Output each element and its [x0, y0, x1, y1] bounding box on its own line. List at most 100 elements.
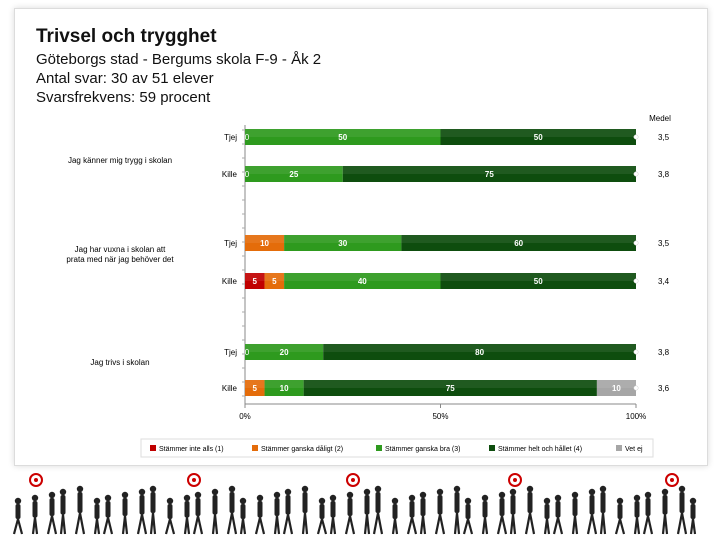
zero-label: 0	[245, 133, 250, 142]
person-silhouette-body	[690, 504, 696, 519]
person-silhouette-body	[465, 504, 471, 519]
person-silhouette-leg	[123, 515, 129, 535]
response-count: Antal svar: 30 av 51 elever	[36, 70, 214, 87]
person-silhouette-body	[212, 495, 218, 515]
bar-gloss	[245, 344, 324, 352]
legend-label: Stämmer inte alls (1)	[159, 446, 224, 453]
bar-segment	[284, 235, 402, 251]
legend-swatch	[376, 445, 382, 451]
bar-value-label: 80	[475, 348, 484, 357]
bar-gloss	[284, 235, 402, 243]
person-silhouette-head	[104, 494, 112, 502]
person-silhouette-head	[526, 485, 534, 493]
bar-segment	[245, 129, 441, 145]
person-silhouette-head	[301, 485, 309, 493]
bar-end-marker	[633, 278, 639, 284]
person-silhouette-head	[661, 488, 669, 496]
legend-swatch	[150, 445, 156, 451]
person-silhouette-leg	[196, 515, 204, 535]
bar-end-marker	[633, 240, 639, 246]
person-silhouette-body	[392, 504, 398, 519]
person-silhouette-body	[77, 492, 83, 513]
person-silhouette-head	[644, 491, 652, 499]
person-silhouette-head	[498, 491, 506, 499]
person-silhouette-head	[239, 497, 247, 505]
person-silhouette-head	[346, 491, 354, 499]
person-silhouette-body	[257, 501, 263, 518]
person-silhouette-leg	[545, 518, 551, 535]
person-silhouette-leg	[12, 518, 20, 535]
person-silhouette-head	[194, 491, 202, 499]
bar-value-label: 20	[280, 348, 289, 357]
question-label: Jag känner mig trygg i skolan	[68, 156, 172, 165]
person-silhouette-body	[330, 501, 336, 518]
legend-swatch	[616, 445, 622, 451]
person-silhouette-leg	[185, 517, 191, 535]
person-silhouette-head	[436, 488, 444, 496]
person-silhouette-body	[285, 495, 291, 515]
group-label: Kille	[222, 277, 238, 286]
person-silhouette-leg	[511, 514, 517, 535]
bar-gloss	[323, 344, 636, 352]
bar-value-label: 50	[534, 277, 543, 286]
person-silhouette-leg	[528, 512, 536, 535]
person-silhouette-leg	[258, 517, 266, 535]
bar-gloss	[245, 235, 285, 243]
question-label: Jag trivs i skolan	[90, 358, 149, 367]
person-silhouette-leg	[136, 514, 144, 535]
person-silhouette-head	[183, 494, 191, 502]
person-silhouette-head	[59, 488, 67, 496]
person-silhouette-body	[510, 495, 516, 515]
bar-segment	[245, 273, 265, 289]
bar-gloss	[245, 273, 265, 281]
bar-segment	[401, 235, 636, 251]
person-silhouette-body	[600, 492, 606, 513]
footer-silhouettes	[12, 473, 697, 535]
person-silhouette-head	[211, 488, 219, 496]
group-label: Kille	[222, 384, 238, 393]
person-silhouette-leg	[421, 515, 427, 535]
person-silhouette-body	[49, 498, 55, 516]
person-silhouette-head	[48, 491, 56, 499]
person-silhouette-head	[599, 485, 607, 493]
person-silhouette-leg	[483, 517, 489, 535]
person-silhouette-leg	[33, 517, 39, 535]
person-silhouette-leg	[663, 514, 669, 535]
person-silhouette-body	[167, 504, 173, 519]
bar-gloss	[245, 166, 343, 174]
bar-value-label: 5	[272, 277, 277, 286]
person-silhouette-leg	[410, 517, 418, 535]
person-silhouette-body	[150, 492, 156, 513]
person-silhouette-head	[318, 497, 326, 505]
person-silhouette-leg	[286, 514, 294, 535]
person-silhouette-leg	[226, 512, 234, 535]
bar-segment	[596, 380, 636, 396]
person-silhouette-leg	[376, 512, 384, 535]
question-label: Jag har vuxna i skolan att prata med när …	[66, 245, 174, 264]
person-silhouette-leg	[230, 512, 238, 535]
person-silhouette-leg	[320, 518, 328, 535]
person-silhouette-head	[453, 485, 461, 493]
bar-end-marker	[633, 385, 639, 391]
bar-gloss	[245, 129, 441, 137]
bar-gloss	[342, 166, 636, 174]
person-silhouette-leg	[590, 514, 598, 535]
person-silhouette-leg	[348, 515, 356, 535]
person-silhouette-leg	[556, 517, 564, 535]
person-silhouette-body	[589, 495, 595, 515]
x-tick-label: 100%	[626, 412, 646, 421]
person-silhouette-head	[121, 491, 129, 499]
person-silhouette-body	[662, 495, 668, 515]
person-silhouette-leg	[586, 514, 594, 535]
bar-gloss	[303, 380, 597, 388]
bar-value-label: 75	[446, 384, 455, 393]
person-silhouette-leg	[691, 518, 697, 535]
bar-segment	[245, 166, 343, 182]
person-silhouette-body	[184, 501, 190, 518]
person-silhouette-leg	[635, 517, 641, 535]
legend-label: Stämmer ganska dåligt (2)	[261, 445, 343, 453]
person-silhouette-leg	[372, 512, 380, 535]
bar-value-label: 10	[260, 239, 269, 248]
medel-value: 3,8	[658, 170, 670, 179]
bar-segment	[245, 344, 324, 360]
